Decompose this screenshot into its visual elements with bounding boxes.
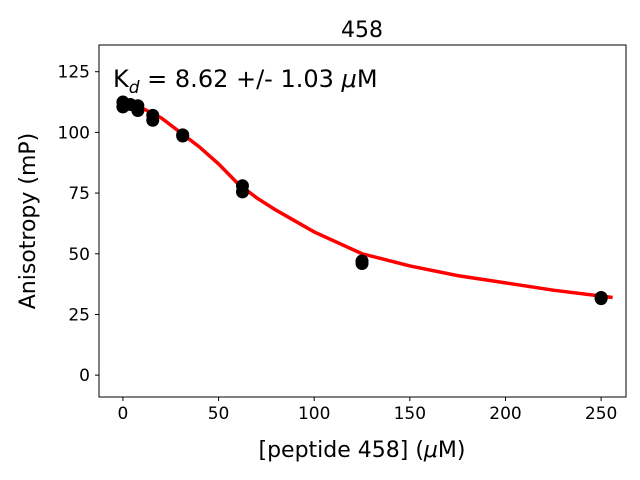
x-tick-label: 0 <box>117 404 128 424</box>
data-point <box>146 113 160 127</box>
y-axis-label: Anisotropy (mP) <box>16 133 41 310</box>
annotation-part: μ <box>341 65 357 93</box>
x-tick-label: 100 <box>298 404 330 424</box>
data-point <box>594 292 608 306</box>
y-tick-label: 50 <box>68 245 90 265</box>
data-point <box>235 185 249 199</box>
annotation: Kd = 8.62 +/- 1.03 μM <box>113 65 378 98</box>
x-tick-label: 250 <box>585 404 617 424</box>
x-tick-label: 50 <box>208 404 230 424</box>
data-point <box>131 104 145 118</box>
x-label-part: M) <box>438 438 466 463</box>
x-label-part: μ <box>423 438 438 463</box>
chart-title: 458 <box>341 18 383 43</box>
y-tick-label: 75 <box>68 184 90 204</box>
annotation-part: M <box>357 65 378 93</box>
annotation-part: d <box>129 78 140 98</box>
x-tick-label: 200 <box>489 404 521 424</box>
x-axis-label: [peptide 458] (μM) <box>258 438 465 463</box>
y-tick-label: 125 <box>58 63 90 83</box>
data-point <box>176 129 190 143</box>
x-label-part: [peptide 458] ( <box>258 438 423 463</box>
x-tick-label: 150 <box>394 404 426 424</box>
annotation-part: K <box>113 65 130 93</box>
y-tick-label: 25 <box>68 305 90 325</box>
y-tick-label: 100 <box>58 123 90 143</box>
y-tick-label: 0 <box>79 366 90 386</box>
data-point <box>355 256 369 270</box>
annotation-part: = 8.62 +/- 1.03 <box>140 65 342 93</box>
fit-line <box>122 101 613 300</box>
plot-frame <box>98 44 627 398</box>
